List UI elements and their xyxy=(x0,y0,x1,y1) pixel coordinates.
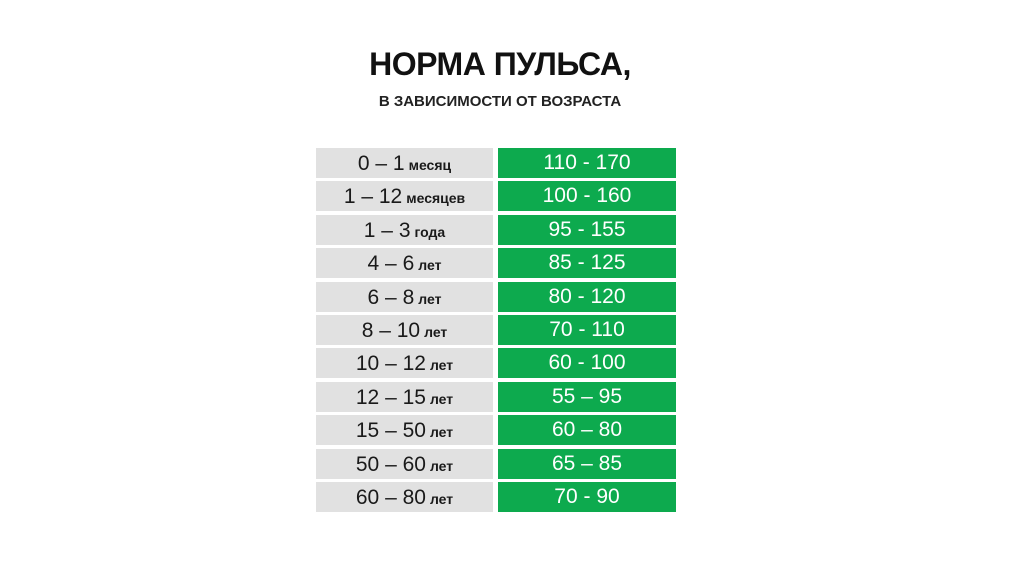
age-unit: месяц xyxy=(408,157,452,173)
table-row: 8 – 10 лет 70 - 110 xyxy=(316,314,676,345)
pulse-cell: 100 - 160 xyxy=(498,181,676,212)
age-cell: 1 – 12 месяцев xyxy=(316,181,493,212)
table-row: 15 – 50 лет 60 – 80 xyxy=(316,415,676,446)
age-range: 1 – 3 xyxy=(363,218,411,242)
age-unit: лет xyxy=(424,323,448,340)
pulse-cell: 110 - 170 xyxy=(498,148,676,178)
pulse-cell: 60 – 80 xyxy=(498,415,676,446)
age-range: 8 – 10 xyxy=(361,318,421,342)
age-unit: года xyxy=(414,223,446,240)
age-unit: лет xyxy=(429,390,454,407)
age-cell: 12 – 15 лет xyxy=(316,381,493,412)
pulse-cell: 70 - 90 xyxy=(498,481,676,512)
age-unit: месяцев xyxy=(406,190,466,207)
age-range: 12 – 15 xyxy=(355,385,426,409)
age-unit: лет xyxy=(429,490,454,507)
table-row: 1 – 3 года 95 - 155 xyxy=(316,214,676,245)
age-cell: 10 – 12 лет xyxy=(316,348,493,379)
age-cell: 50 – 60 лет xyxy=(316,448,493,479)
age-range: 6 – 8 xyxy=(367,285,415,309)
age-unit: лет xyxy=(418,257,442,274)
age-range: 50 – 60 xyxy=(355,452,426,476)
pulse-cell: 55 – 95 xyxy=(498,381,676,412)
table-row: 1 – 12 месяцев 100 - 160 xyxy=(316,181,676,212)
table-row: 0 – 1 месяц 110 - 170 xyxy=(316,148,676,178)
age-cell: 60 – 80 лет xyxy=(316,481,493,512)
age-unit: лет xyxy=(429,457,454,474)
table-row: 4 – 6 лет 85 - 125 xyxy=(316,248,676,279)
page-subtitle: В ЗАВИСИМОСТИ ОТ ВОЗРАСТА xyxy=(378,93,622,110)
table-row: 12 – 15 лет 55 – 95 xyxy=(316,381,676,412)
age-cell: 1 – 3 года xyxy=(316,214,493,245)
pulse-cell: 65 – 85 xyxy=(498,448,676,479)
pulse-cell: 80 - 120 xyxy=(498,281,676,312)
pulse-cell: 60 - 100 xyxy=(498,348,676,379)
age-cell: 6 – 8 лет xyxy=(316,281,493,312)
table-row: 60 – 80 лет 70 - 90 xyxy=(316,481,676,512)
age-cell: 15 – 50 лет xyxy=(316,415,493,446)
age-range: 10 – 12 xyxy=(355,352,426,376)
pulse-cell: 95 - 155 xyxy=(498,214,676,245)
age-cell: 0 – 1 месяц xyxy=(316,148,493,178)
table-row: 50 – 60 лет 65 – 85 xyxy=(316,448,676,479)
table-row: 6 – 8 лет 80 - 120 xyxy=(316,281,676,312)
age-range: 0 – 1 xyxy=(357,152,405,175)
pulse-cell: 85 - 125 xyxy=(498,248,676,279)
age-range: 60 – 80 xyxy=(355,485,426,509)
age-cell: 8 – 10 лет xyxy=(316,314,493,345)
page-title: НОРМА ПУЛЬСА, xyxy=(369,46,631,82)
age-range: 4 – 6 xyxy=(367,252,415,276)
pulse-cell: 70 - 110 xyxy=(498,314,676,345)
age-range: 15 – 50 xyxy=(355,419,426,443)
age-unit: лет xyxy=(429,424,454,441)
age-cell: 4 – 6 лет xyxy=(316,248,493,279)
age-unit: лет xyxy=(418,290,442,307)
age-range: 1 – 12 xyxy=(343,185,403,209)
pulse-table: 0 – 1 месяц 110 - 170 1 – 12 месяцев 100… xyxy=(316,148,676,515)
age-unit: лет xyxy=(429,357,454,374)
table-row: 10 – 12 лет 60 - 100 xyxy=(316,348,676,379)
